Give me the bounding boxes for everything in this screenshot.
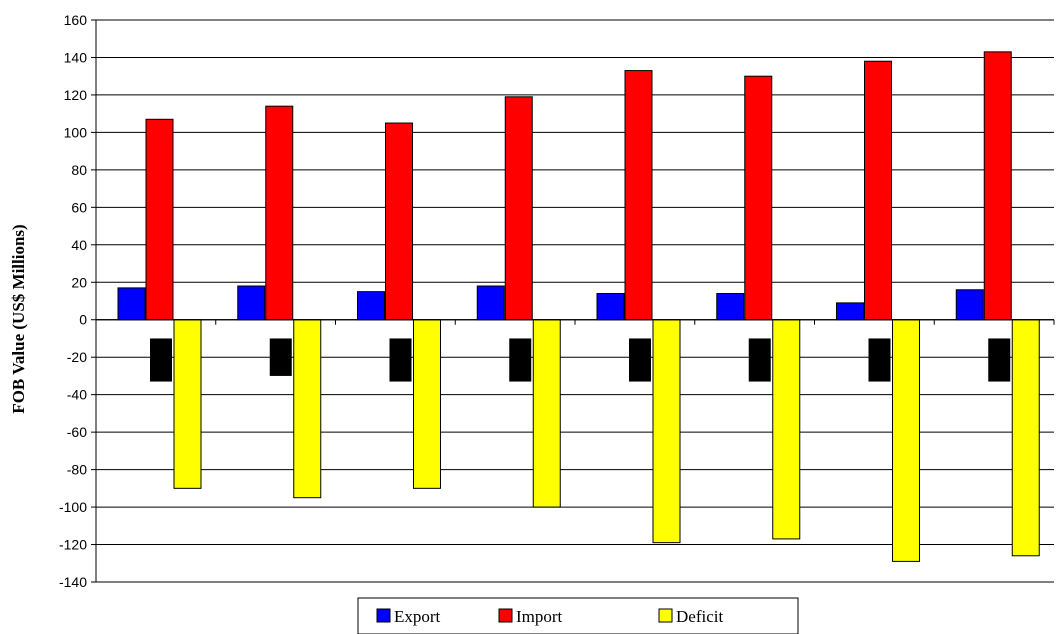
legend: Export Import Deficit xyxy=(357,597,799,634)
legend-swatch-import xyxy=(498,608,513,623)
legend-swatch-deficit xyxy=(658,608,673,623)
bar-deficit xyxy=(532,319,561,508)
bar-deficit xyxy=(772,319,801,540)
bar-export xyxy=(237,285,266,321)
y-tick-label: 120 xyxy=(64,87,88,103)
annotation-box xyxy=(150,338,172,382)
bar-import xyxy=(265,105,294,321)
y-tick-label: 60 xyxy=(71,199,87,215)
bar-deficit xyxy=(652,319,681,544)
y-tick-label: -100 xyxy=(59,499,87,515)
bar-import xyxy=(504,96,533,321)
y-tick-label: 0 xyxy=(79,312,87,328)
bars xyxy=(117,51,1040,562)
y-tick-label: 20 xyxy=(71,274,87,290)
bar-import xyxy=(744,75,773,321)
bar-export xyxy=(476,285,505,321)
bar-export xyxy=(596,293,625,321)
annotation-box xyxy=(269,338,292,376)
y-tick-label: -140 xyxy=(59,574,87,590)
y-tick-label: -20 xyxy=(67,349,87,365)
y-tick-label: -120 xyxy=(59,537,87,553)
y-tick-label: -80 xyxy=(67,462,87,478)
annotation-box xyxy=(988,338,1011,382)
bar-deficit xyxy=(892,319,920,562)
y-tick-label: -40 xyxy=(67,387,87,403)
bar-export xyxy=(357,291,385,321)
y-axis-ticks: 160 140 120 100 80 60 40 20 0 -20 -40 -60 -80 -100 -12… xyxy=(59,12,96,590)
y-tick-label: 100 xyxy=(64,124,88,140)
annotation-box xyxy=(509,338,532,382)
bar-import xyxy=(864,60,892,321)
y-tick-label: 160 xyxy=(64,12,88,28)
bar-import xyxy=(983,51,1012,321)
bar-export xyxy=(955,289,984,321)
legend-box xyxy=(357,597,799,634)
bar-deficit xyxy=(173,319,202,489)
y-tick-label: -60 xyxy=(67,424,87,440)
annotation-box xyxy=(868,338,891,382)
bar-export xyxy=(117,287,146,321)
legend-label-deficit: Deficit xyxy=(676,607,723,626)
y-tick-label: 40 xyxy=(71,237,87,253)
bar-export xyxy=(836,302,864,321)
legend-swatch-export xyxy=(376,608,391,623)
bar-export xyxy=(716,293,745,321)
bar-import xyxy=(624,70,653,321)
y-tick-label: 80 xyxy=(71,162,87,178)
bar-deficit xyxy=(1011,319,1040,557)
annotation-box xyxy=(629,338,651,382)
annotation-box xyxy=(389,338,412,382)
annotation-box xyxy=(748,338,771,382)
legend-label-import: Import xyxy=(516,607,563,626)
y-axis-label: FOB Value (US$ Millions) xyxy=(9,224,28,413)
y-tick-label: 140 xyxy=(64,49,88,65)
legend-label-export: Export xyxy=(394,607,441,626)
bar-import xyxy=(385,122,413,321)
bar-deficit xyxy=(293,319,322,499)
axes xyxy=(95,20,1055,582)
bar-import xyxy=(145,118,174,321)
bar-deficit xyxy=(413,319,441,489)
